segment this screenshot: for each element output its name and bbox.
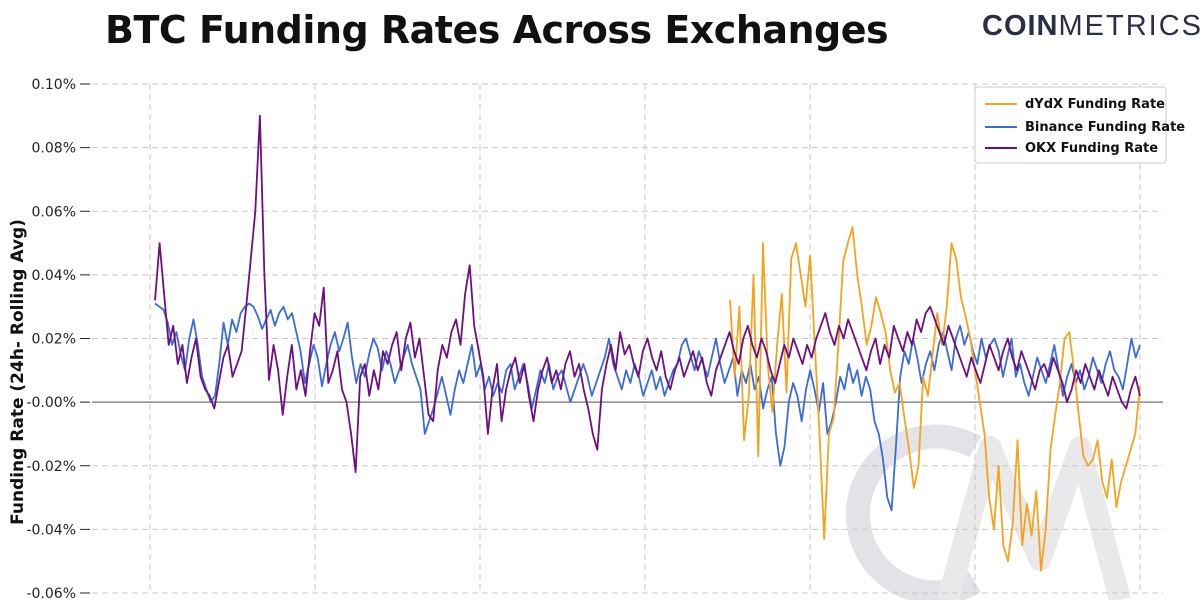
legend-label-binance: Binance Funding Rate xyxy=(1025,120,1185,135)
series-line-1 xyxy=(154,302,1141,512)
logo-part-metrics: METRICS xyxy=(1058,10,1200,42)
y-tick-label: 0.02% xyxy=(32,332,76,348)
y-tick-label: 0.06% xyxy=(32,204,76,220)
legend-label-dydx: dYdX Funding Rate xyxy=(1025,97,1165,112)
y-tick-label: -0.04% xyxy=(26,522,76,538)
coinmetrics-watermark xyxy=(845,424,1131,600)
legend-box xyxy=(974,86,1167,164)
coinmetrics-logo: COINMETRICS xyxy=(982,10,1200,43)
chart-title: BTC Funding Rates Across Exchanges xyxy=(105,8,889,52)
series-layer xyxy=(154,114,1141,572)
y-axis: -0.06% -0.04% -0.02% -0.00% 0.02% 0.04% 0.06% 0… xyxy=(26,77,90,600)
logo-part-coin: COIN xyxy=(982,10,1059,42)
legend: dYdX Funding Rate Binance Funding Rate O… xyxy=(974,86,1185,164)
legend-label-okx: OKX Funding Rate xyxy=(1025,141,1158,156)
y-axis-label: Funding Rate (24h- Rolling Avg) xyxy=(8,219,28,525)
series-line-0 xyxy=(729,226,1141,572)
y-tick-label: 0.04% xyxy=(32,268,76,284)
series-line-2 xyxy=(154,114,1141,473)
y-tick-label: 0.10% xyxy=(32,77,76,93)
y-tick-label: 0.08% xyxy=(32,141,76,157)
y-tick-label: -0.00% xyxy=(26,395,76,411)
y-tick-label: -0.06% xyxy=(26,586,76,600)
y-tick-label: -0.02% xyxy=(26,459,76,475)
